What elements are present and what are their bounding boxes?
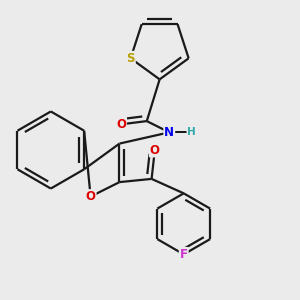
Text: F: F	[180, 248, 188, 261]
Text: N: N	[164, 126, 174, 139]
Text: O: O	[116, 118, 126, 131]
Text: O: O	[150, 143, 160, 157]
Text: S: S	[126, 52, 135, 65]
Text: O: O	[85, 190, 96, 203]
Text: H: H	[188, 127, 196, 137]
